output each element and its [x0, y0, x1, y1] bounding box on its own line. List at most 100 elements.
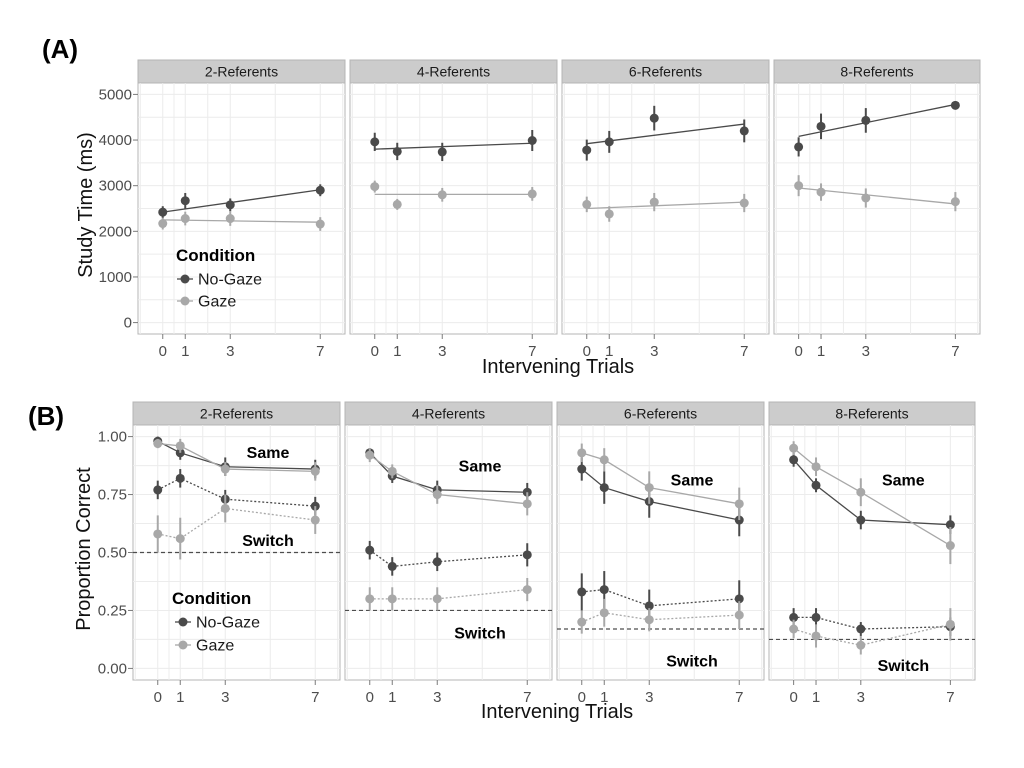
- annotation-same: Same: [671, 473, 714, 490]
- series-gaze-same: [153, 438, 320, 481]
- x-tick-label: 0: [794, 343, 802, 360]
- legend-entry-gaze: Gaze: [177, 294, 236, 311]
- data-point: [577, 587, 587, 597]
- x-tick-label: 3: [433, 689, 441, 706]
- series-gaze-switch: [365, 578, 532, 611]
- x-axis-title: Intervening Trials: [482, 356, 634, 378]
- data-point: [437, 147, 447, 157]
- annotation-same: Same: [459, 459, 502, 476]
- data-point: [522, 499, 532, 509]
- series-no-gaze: [370, 130, 537, 162]
- facet-8-referents: 8-Referents 0 1 3 7: [773, 59, 981, 360]
- data-point: [945, 619, 955, 629]
- series-gaze: [370, 180, 537, 210]
- x-tick-label: 3: [857, 689, 865, 706]
- data-point: [365, 450, 375, 460]
- facet-strip-label: 2-Referents: [205, 64, 278, 80]
- series-gaze: [158, 211, 325, 231]
- x-tick-label: 1: [605, 343, 613, 360]
- data-point: [153, 529, 163, 539]
- annotation-same: Same: [882, 473, 925, 490]
- legend-entry-gaze: Gaze: [175, 638, 234, 655]
- y-tick-label: 0: [124, 315, 132, 332]
- data-point: [604, 137, 614, 147]
- data-point: [599, 608, 609, 618]
- series-gaze-same: [577, 443, 744, 521]
- x-tick-label: 1: [181, 343, 189, 360]
- legend: Condition No-Gaze Gaze: [172, 589, 260, 655]
- data-point: [175, 534, 185, 544]
- x-tick-label: 7: [316, 343, 324, 360]
- data-point: [811, 631, 821, 641]
- legend-key-point: [178, 617, 188, 627]
- data-point: [644, 483, 654, 493]
- y-tick-label: 0.25: [98, 602, 127, 619]
- series-no-gaze-switch: [153, 469, 320, 516]
- y-tick-label: 5000: [99, 86, 132, 103]
- data-point: [950, 197, 960, 207]
- legend-entry-no-gaze: No-Gaze: [177, 272, 262, 289]
- data-point: [856, 515, 866, 525]
- data-point: [945, 541, 955, 551]
- x-tick-label: 1: [393, 343, 401, 360]
- x-tick-label: 7: [946, 689, 954, 706]
- fit-line: [798, 103, 956, 138]
- facet-strip-label: 6-Referents: [629, 64, 702, 80]
- data-point: [315, 185, 325, 195]
- data-point: [856, 487, 866, 497]
- facet-4-referents: 4-Referents Same Switch 0 1 3 7: [344, 401, 553, 706]
- data-point: [225, 214, 235, 224]
- data-point: [599, 585, 609, 595]
- data-point: [577, 448, 587, 458]
- data-point: [315, 219, 325, 229]
- data-point: [945, 520, 955, 530]
- series-gaze-switch: [153, 494, 320, 560]
- data-point: [816, 121, 826, 131]
- panel-label: (B): [28, 401, 64, 431]
- data-point: [644, 615, 654, 625]
- series-no-gaze-switch: [365, 540, 532, 576]
- facet-strip-label: 4-Referents: [412, 406, 485, 422]
- facet-strip-label: 4-Referents: [417, 64, 490, 80]
- series-line: [157, 442, 316, 473]
- series-line: [369, 549, 528, 568]
- data-point: [432, 557, 442, 567]
- data-point: [950, 100, 960, 110]
- y-tick-label: 4000: [99, 132, 132, 149]
- panel-label: (A): [42, 34, 78, 64]
- legend: Condition No-Gaze Gaze: [176, 246, 262, 311]
- x-tick-label: 0: [366, 689, 374, 706]
- legend-title: Condition: [176, 246, 255, 265]
- fit-line: [162, 189, 321, 213]
- data-point: [811, 612, 821, 622]
- series-gaze-same: [789, 441, 955, 565]
- x-tick-label: 0: [583, 343, 591, 360]
- data-point: [392, 199, 402, 209]
- data-point: [861, 193, 871, 203]
- data-point: [599, 483, 609, 493]
- x-tick-label: 7: [951, 343, 959, 360]
- facet-4-referents: 4-Referents 0 1 3 7: [349, 59, 558, 360]
- series-line: [157, 477, 316, 507]
- x-tick-label: 3: [226, 343, 234, 360]
- data-point: [527, 189, 537, 199]
- data-point: [310, 515, 320, 525]
- series-line: [581, 468, 740, 521]
- series-gaze-switch: [577, 598, 744, 634]
- facet-6-referents: 6-Referents Same Switch 0 1 3 7: [556, 401, 765, 706]
- legend-label: No-Gaze: [198, 272, 262, 289]
- data-point: [734, 499, 744, 509]
- data-point: [370, 182, 380, 192]
- data-point: [522, 585, 532, 595]
- y-axis-title: Study Time (ms): [75, 132, 97, 278]
- facet-2-referents: 2-Referents Same Switch 0 1 3 7 0.00 0.25 0.50 0.7…: [98, 401, 341, 706]
- legend-entry-no-gaze: No-Gaze: [175, 615, 260, 632]
- data-point: [220, 503, 230, 513]
- series-line: [581, 452, 740, 505]
- y-tick-label: 1.00: [98, 429, 127, 446]
- data-point: [437, 190, 447, 200]
- data-point: [225, 200, 235, 210]
